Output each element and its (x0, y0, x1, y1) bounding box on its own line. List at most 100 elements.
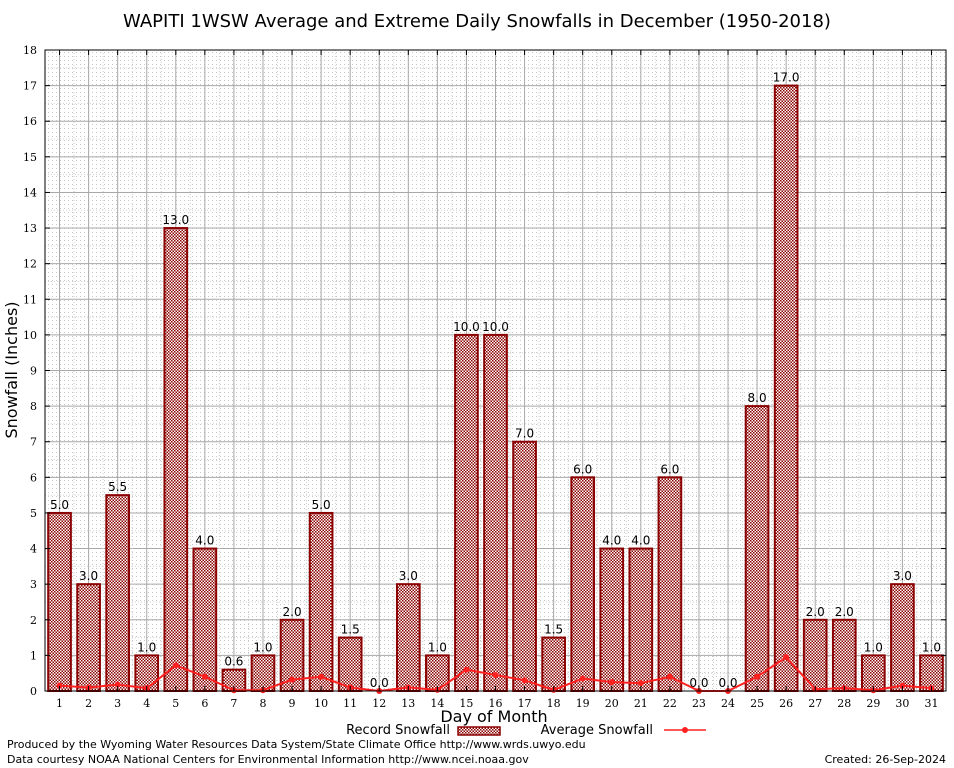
x-tick-label: 26 (779, 697, 793, 710)
record-bar (570, 476, 596, 693)
record-bar (47, 511, 72, 693)
average-point (579, 675, 586, 682)
record-bar (454, 333, 479, 692)
bar-value-label: 4.0 (195, 534, 214, 548)
bar-value-label: 1.0 (253, 640, 272, 654)
x-tick-label: 9 (289, 697, 296, 710)
y-tick-label: 0 (30, 685, 37, 698)
bar-value-label: 1.0 (922, 640, 941, 654)
x-tick-label: 28 (837, 697, 851, 710)
x-axis-label: Day of Month (440, 707, 547, 726)
bar-value-label: 6.0 (660, 462, 679, 476)
x-tick-label: 18 (547, 697, 561, 710)
average-point (463, 666, 470, 673)
x-tick-label: 17 (518, 697, 532, 710)
x-tick-label: 7 (230, 697, 237, 710)
y-tick-label: 6 (30, 471, 37, 484)
legend-average-label: Average Snowfall (541, 723, 653, 738)
bar-value-label: 3.0 (399, 569, 418, 583)
x-tick-label: 3 (114, 697, 121, 710)
x-tick-label: 20 (605, 697, 619, 710)
record-bar (105, 494, 130, 692)
y-tick-label: 4 (30, 543, 37, 556)
record-bar (337, 636, 363, 692)
bar-value-label: 1.5 (341, 623, 360, 637)
legend-record-swatch (457, 726, 501, 736)
average-point (318, 673, 325, 680)
record-bar (541, 636, 566, 692)
record-bars: 5.0 3.0 5.5 1.0 13.0 4.0 0.6 1.0 2.0 5.0 1.5 0.0 3.0… (47, 71, 944, 693)
average-point (521, 677, 528, 684)
x-tick-label: 21 (634, 697, 648, 710)
y-tick-label: 10 (23, 329, 37, 342)
bar-value-label: 1.0 (137, 640, 156, 654)
average-point (172, 662, 179, 669)
bar-value-label: 10.0 (453, 320, 480, 334)
y-tick-label: 11 (23, 293, 37, 306)
average-point (289, 676, 296, 683)
bar-value-label: 1.0 (864, 640, 883, 654)
x-tick-label: 29 (866, 697, 880, 710)
x-tick-label: 25 (750, 697, 764, 710)
bar-value-label: 17.0 (773, 71, 800, 85)
average-point (201, 673, 208, 680)
bar-value-label: 0.6 (224, 655, 243, 669)
average-point (114, 681, 121, 688)
record-bar (483, 333, 508, 692)
y-tick-label: 14 (23, 186, 37, 199)
x-tick-label: 15 (459, 697, 473, 710)
y-tick-label: 1 (30, 649, 37, 662)
x-tick-label: 19 (576, 697, 590, 710)
y-tick-label: 16 (23, 115, 37, 128)
bar-value-label: 0.0 (689, 676, 708, 690)
bar-value-label: 0.0 (370, 676, 389, 690)
record-bar (599, 547, 625, 692)
bar-value-label: 1.5 (544, 623, 563, 637)
average-point (783, 654, 790, 661)
bar-value-label: 8.0 (748, 391, 767, 405)
bar-value-label: 2.0 (283, 605, 302, 619)
y-tick-label: 17 (23, 80, 37, 93)
created-date: Created: 26-Sep-2024 (824, 753, 946, 766)
x-tick-label: 6 (201, 697, 208, 710)
x-tick-label: 16 (489, 697, 503, 710)
x-tick-label: 14 (430, 697, 444, 710)
y-tick-label: 3 (30, 578, 37, 591)
record-bar (76, 583, 101, 693)
y-tick-label: 9 (30, 365, 37, 378)
bar-value-label: 2.0 (835, 605, 854, 619)
bar-value-label: 1.0 (428, 640, 447, 654)
y-tick-label: 15 (23, 151, 37, 164)
record-bar (628, 547, 654, 692)
y-tick-label: 7 (30, 436, 37, 449)
bar-value-label: 4.0 (631, 534, 650, 548)
bar-value-label: 5.0 (312, 498, 331, 512)
record-bar (425, 654, 450, 693)
record-bar (890, 583, 915, 693)
average-point (637, 680, 644, 687)
x-tick-label: 24 (721, 697, 735, 710)
y-tick-label: 5 (30, 507, 37, 520)
x-tick-label: 12 (372, 697, 386, 710)
x-tick-label: 8 (259, 697, 266, 710)
record-bar (308, 511, 334, 693)
x-tick-label: 30 (895, 697, 909, 710)
record-bar (192, 547, 218, 692)
bar-value-label: 13.0 (162, 213, 189, 227)
bar-value-label: 5.0 (50, 498, 69, 512)
y-tick-label: 18 (23, 44, 37, 57)
record-bar (773, 84, 799, 693)
average-line (56, 654, 935, 694)
bar-value-label: 2.0 (806, 605, 825, 619)
legend: Record Snowfall Average Snowfall (346, 723, 706, 738)
record-bar (657, 476, 683, 693)
bar-value-label: 5.5 (108, 480, 127, 494)
record-bar (512, 440, 537, 692)
x-tick-label: 2 (85, 697, 92, 710)
x-tick-label: 31 (924, 697, 938, 710)
average-point (492, 671, 499, 678)
legend-average-marker (682, 727, 688, 733)
chart-title: WAPITI 1WSW Average and Extreme Daily Sn… (123, 11, 831, 32)
x-tick-label: 10 (314, 697, 328, 710)
